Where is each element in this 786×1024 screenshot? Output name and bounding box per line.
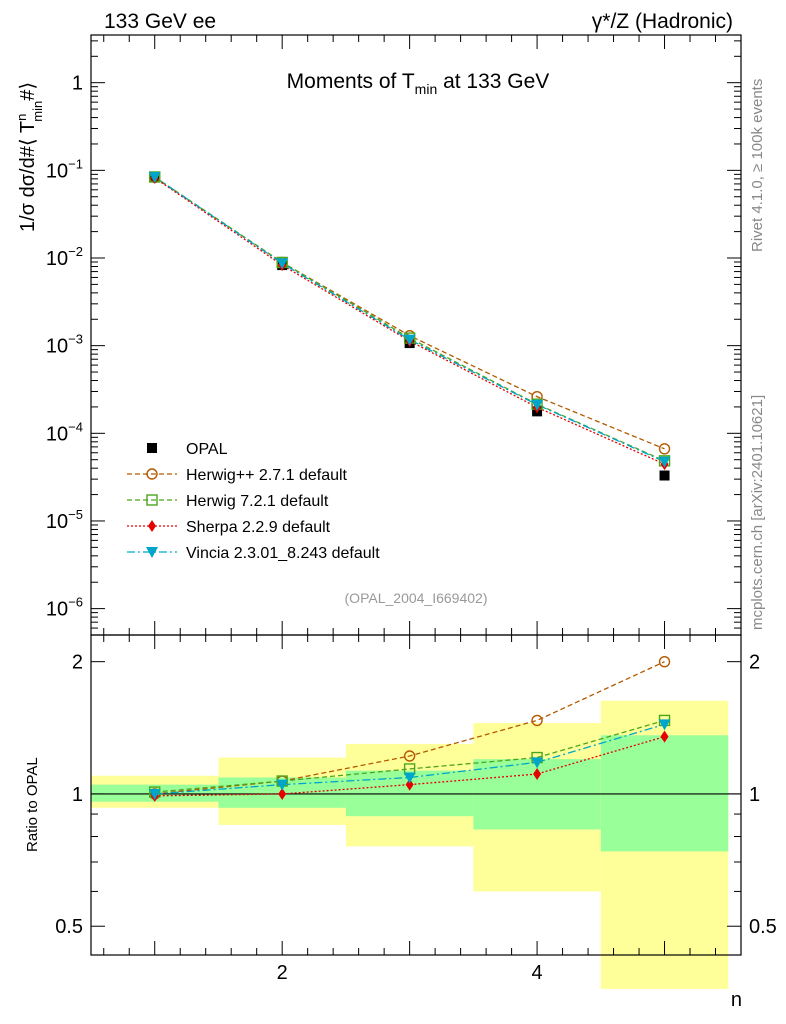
legend-marker (148, 520, 156, 532)
ratio-y-tick-label-left: 0.5 (55, 916, 83, 938)
series-line (154, 177, 665, 465)
main-ylabel: 1/σ dσ/d#⟨ Tnmin#⟩ (14, 82, 45, 232)
legend-label: Herwig 7.2.1 default (186, 493, 329, 510)
series-point (403, 334, 416, 346)
ratio-series-line (154, 719, 665, 793)
ratio-series-line (154, 661, 665, 795)
ratio-series-point (403, 772, 416, 784)
legend-label: Sherpa 2.2.9 default (186, 519, 331, 536)
ratio-series-point (658, 655, 671, 668)
legend-marker (146, 547, 158, 558)
ratio-series-point (276, 779, 289, 791)
ratio-series-point (405, 778, 414, 791)
ratio-y-tick-label-right: 0.5 (749, 916, 777, 938)
ratio-y-tick-label-right: 1 (749, 784, 760, 806)
legend-marker (147, 443, 157, 453)
series-point (276, 258, 289, 270)
ratio-series-point (278, 787, 287, 800)
main-y-tick-label: 10−3 (46, 332, 83, 358)
legend-marker (146, 494, 158, 506)
ratio-series-point (658, 719, 671, 731)
header-left: 133 GeV ee (104, 10, 216, 33)
legend-label: Vincia 2.3.01_8.243 default (186, 545, 380, 562)
ratio-series-line (154, 736, 665, 797)
ratio-ylabel: Ratio to OPAL (24, 757, 41, 852)
ratio-series-line (154, 723, 665, 795)
main-y-tick-label: 10−2 (46, 244, 83, 270)
ratio-series-point (660, 730, 669, 743)
x-tick-label: 2 (277, 962, 288, 984)
legend-marker (146, 468, 158, 480)
series-point (658, 456, 671, 468)
main-y-tick-label: 10−4 (46, 419, 83, 445)
series-point (531, 399, 544, 411)
main-y-tick-label: 10−6 (46, 595, 83, 621)
legend: OPAL Herwig++ 2.7.1 default Herwig 7.2.1 d… (127, 441, 380, 562)
data-point-opal (659, 470, 670, 481)
ratio-series-point (531, 757, 544, 769)
ratio-y-tick-label-left: 1 (72, 784, 83, 806)
legend-label: OPAL (186, 441, 228, 458)
series-point (148, 171, 161, 183)
rivet-label: Rivet 4.1.0, ≥ 100k events (749, 79, 766, 252)
main-panel: 1 10−1 10−2 10−3 10−4 10−5 10−6 (46, 34, 742, 636)
ratio-series-point (403, 750, 416, 762)
analysis-annotation: (OPAL_2004_I669402) (345, 590, 488, 606)
ratio-series-point (531, 714, 543, 727)
main-y-tick-label: 10−5 (46, 507, 83, 533)
series-line (154, 176, 665, 450)
ratio-series-point (533, 768, 542, 781)
ratio-panel: 2 4 2 2 1 1 0.5 0.5 (55, 634, 777, 989)
ratio-series-point (148, 788, 161, 800)
ratio-frame (90, 634, 742, 956)
series-point (658, 443, 671, 455)
series-line (154, 176, 665, 462)
ratio-y-tick-label-left: 2 (72, 652, 83, 674)
series-line (154, 176, 665, 463)
main-title: Moments of Tmin at 133 GeV (287, 70, 550, 97)
header-right: γ*/Z (Hadronic) (592, 10, 733, 33)
x-axis-label: n (731, 989, 742, 1011)
stat-uncertainty-band (600, 735, 729, 852)
x-tick-label: 4 (532, 962, 543, 984)
main-y-tick-label: 10−1 (46, 156, 83, 182)
main-y-tick-label: 1 (72, 73, 83, 95)
mcplots-label: mcplots.cern.ch [arXiv:2401.10621] (749, 395, 766, 630)
ratio-y-tick-label-right: 2 (749, 652, 760, 674)
legend-label: Herwig++ 2.7.1 default (186, 467, 348, 484)
